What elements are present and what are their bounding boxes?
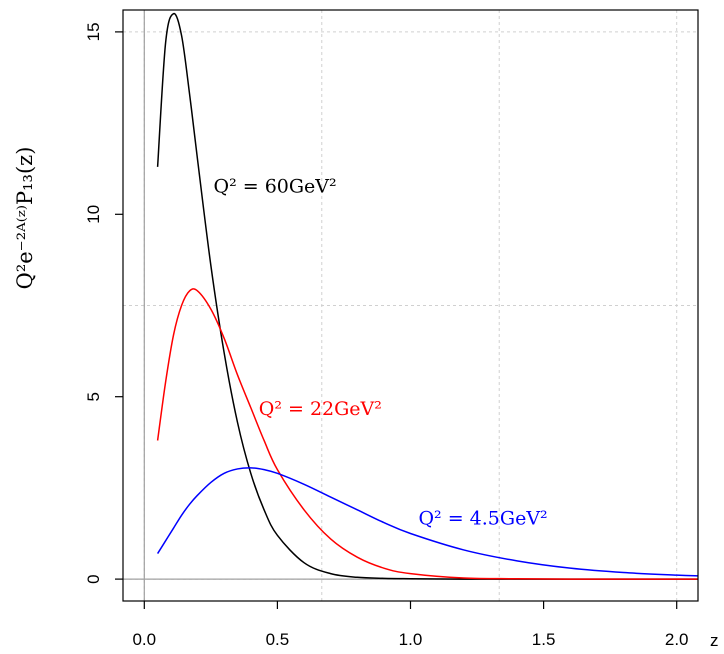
- curve-label-2: Q² = 22GeV²: [259, 398, 382, 420]
- y-tick-label: 10: [84, 205, 103, 224]
- x-axis-title: z: [710, 631, 719, 650]
- curve-labels: Q² = 60GeV² Q² = 22GeV² Q² = 4.5GeV²: [214, 175, 548, 529]
- y-tick-label: 15: [84, 22, 103, 41]
- x-tick-label: 0.5: [266, 630, 290, 649]
- series-curves: [156, 12, 699, 580]
- y-axis-title: Q²e⁻²ᴬ⁽ᶻ⁾P₁₃(z): [13, 147, 37, 290]
- curve-label-1: Q² = 60GeV²: [214, 175, 337, 197]
- x-tick-label: 1.5: [532, 630, 556, 649]
- curve-label-3: Q² = 4.5GeV²: [418, 507, 547, 529]
- y-tick-label: 0: [84, 574, 103, 583]
- series-line-3: [156, 467, 699, 577]
- x-tick-label: 1.0: [399, 630, 423, 649]
- y-axis: 0 5 10 15: [84, 22, 123, 584]
- plot-background: [123, 10, 698, 601]
- x-axis: 0.0 0.5 1.0 1.5 2.0: [132, 601, 689, 649]
- series-line-2: [156, 288, 698, 580]
- y-tick-label: 5: [84, 392, 103, 401]
- x-tick-label: 0.0: [132, 630, 156, 649]
- x-tick-label: 2.0: [665, 630, 689, 649]
